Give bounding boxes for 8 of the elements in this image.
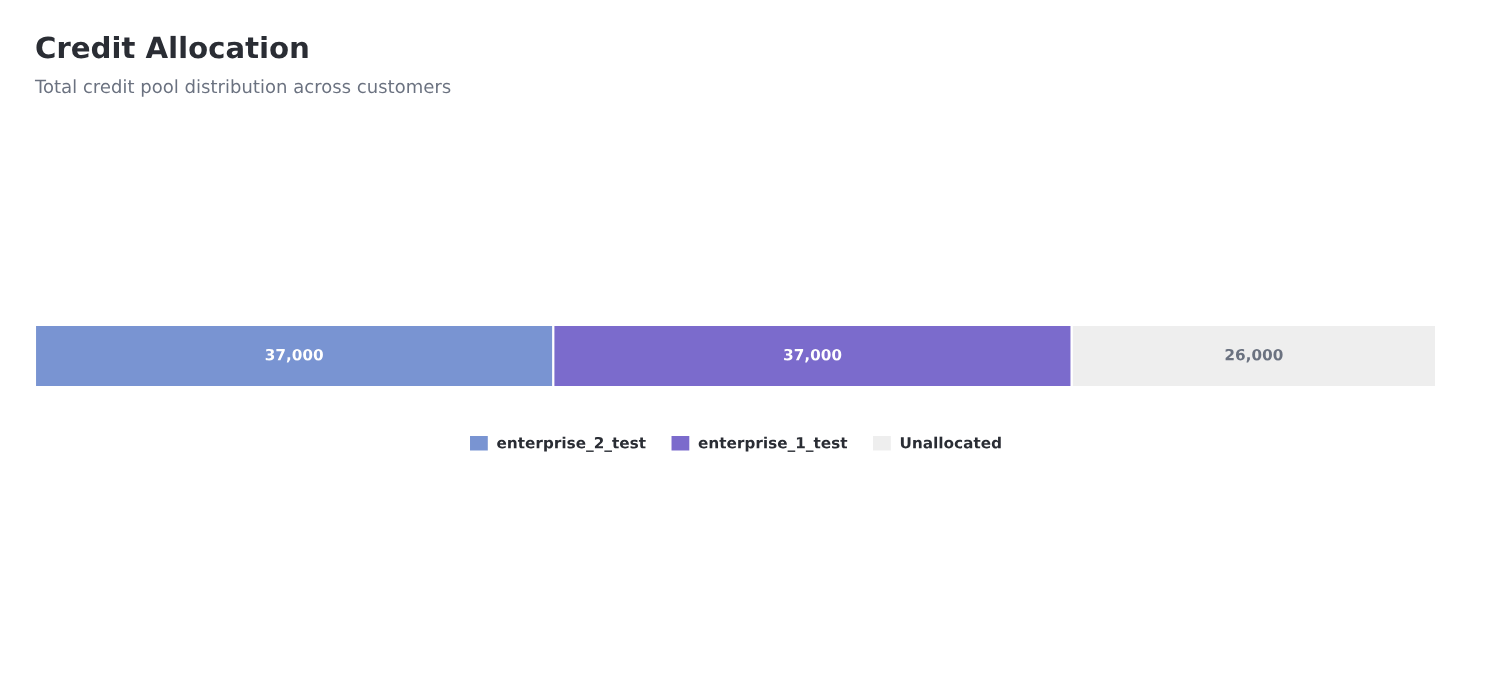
data-label: 37,000 [265,348,323,363]
legend-label: Unallocated [900,436,1001,449]
data-label: 26,000 [1225,348,1283,363]
chart-subtitle: Total credit pool distribution across customers [34,79,451,97]
legend-label: enterprise_1_test [698,436,848,452]
legend-label: enterprise_2_test [497,436,646,452]
chart-title: Credit Allocation [36,35,308,59]
data-label: 37,000 [784,348,842,363]
